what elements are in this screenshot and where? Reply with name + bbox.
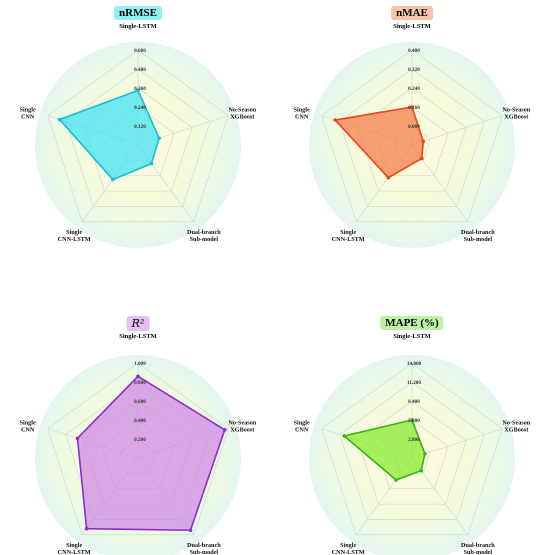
axis-label: Dual-branch	[461, 542, 495, 549]
tick-label: 0.400	[134, 418, 146, 424]
tick-label: 0.200	[134, 437, 146, 443]
data-series-area	[76, 375, 226, 532]
tick-label: 14.000	[407, 361, 422, 367]
radar-chart-3: 1.000 0.800 0.600 0.400 0.200 No-SeasonXGBoos…	[20, 355, 257, 555]
tick-label: 0.600	[134, 399, 146, 405]
axis-label-top: Single-LSTM	[393, 333, 431, 340]
tick-label: 0.800	[134, 380, 146, 386]
data-series-area	[58, 89, 160, 181]
axis-label: Single	[294, 107, 310, 114]
axis-label: Dual-branch	[187, 542, 221, 549]
grid-ring-1	[321, 362, 503, 536]
tick-label: 0.120	[134, 124, 146, 130]
data-point	[419, 156, 424, 161]
data-point	[342, 434, 347, 438]
data-point	[333, 118, 338, 122]
axis-label: Sub-model	[464, 236, 493, 243]
axis-label: No-Season	[228, 420, 256, 427]
data-point	[111, 177, 115, 182]
data-point	[410, 418, 414, 422]
tick-label: 0.240	[408, 86, 420, 92]
axis-label: Sub-model	[190, 236, 219, 243]
data-point	[222, 428, 227, 432]
data-point	[136, 374, 140, 379]
axis-label: CNN	[21, 114, 35, 121]
axis-label: XGBoost	[230, 427, 255, 434]
axis-label: Single	[66, 229, 82, 236]
grid-ring-1	[321, 49, 503, 223]
data-point	[423, 452, 427, 456]
tick-label: 0.480	[134, 67, 146, 73]
grid-ring-2	[339, 381, 485, 520]
grid-ring-2	[339, 68, 485, 207]
axis-label: Dual-branch	[461, 229, 495, 236]
axis-label: Single	[20, 420, 36, 427]
axis-label: Sub-model	[190, 549, 219, 555]
data-point	[421, 139, 426, 144]
axis-label: No-Season	[228, 107, 256, 114]
data-point	[394, 478, 398, 482]
data-point	[157, 136, 161, 140]
tick-label: 0.360	[134, 86, 146, 92]
axis-label: No-Season	[502, 420, 530, 427]
axis-label: CNN	[295, 427, 309, 434]
tick-label: 2.800	[408, 437, 420, 443]
axis-label: Single	[294, 420, 310, 427]
axis-label-top: Single-LSTM	[393, 23, 431, 30]
radar-chart-4: 14.000 11.200 8.400 5.600 2.800 No-SeasonXGBo…	[294, 355, 531, 555]
axis-label: XGBoost	[504, 427, 529, 434]
axis-label: Single	[66, 542, 82, 549]
data-point	[188, 528, 193, 533]
data-series-area	[334, 106, 425, 179]
axis-label: CNN-LSTM	[58, 236, 91, 243]
axis-label: No-Season	[502, 107, 530, 114]
tick-label: 0.080	[408, 124, 420, 130]
axis-label: CNN	[21, 427, 35, 434]
axis-label-top: Single-LSTM	[119, 23, 157, 30]
axis-label: CNN-LSTM	[332, 549, 365, 555]
grid-spoke	[411, 428, 503, 459]
axis-label: Single	[20, 107, 36, 114]
data-series-area	[343, 419, 426, 481]
tick-label: 0.240	[134, 105, 146, 111]
tick-label: 11.200	[407, 380, 421, 386]
grid-ring-1	[47, 49, 229, 223]
chart-title: nRMSE	[114, 6, 162, 20]
tick-label: 5.600	[408, 418, 420, 424]
chart-title: nMAE	[391, 6, 433, 20]
grid-ring-1	[47, 362, 229, 536]
tick-label: 0.160	[408, 105, 420, 111]
tick-label: 1.000	[134, 361, 146, 367]
axis-label: XGBoost	[504, 114, 529, 121]
axis-label: XGBoost	[230, 114, 255, 121]
radar-chart-1: 0.600 0.480 0.360 0.240 0.120 No-SeasonXGBoos…	[20, 42, 257, 248]
tick-label: 0.600	[134, 48, 146, 54]
axis-label-top: Single-LSTM	[119, 333, 157, 340]
tick-label: 0.400	[408, 48, 420, 54]
data-point	[75, 436, 80, 441]
data-point	[57, 117, 62, 122]
radar-chart-2: 0.400 0.320 0.240 0.160 0.080 No-SeasonXGBoos…	[294, 42, 531, 248]
axis-label: CNN-LSTM	[58, 549, 91, 555]
axis-label: CNN	[295, 114, 309, 121]
data-point	[386, 175, 391, 180]
axis-label: Single	[340, 229, 356, 236]
chart-title: MAPE (%)	[380, 316, 444, 330]
chart-title: R²	[126, 316, 150, 331]
tick-label: 8.400	[408, 399, 420, 405]
axis-label: Sub-model	[464, 549, 493, 555]
data-point	[149, 161, 154, 166]
tick-label: 0.320	[408, 67, 420, 73]
axis-label: CNN-LSTM	[332, 236, 365, 243]
data-point	[84, 526, 89, 531]
data-point	[410, 105, 414, 109]
data-point	[136, 88, 140, 93]
axis-label: Single	[340, 542, 356, 549]
axis-label: Dual-branch	[187, 229, 221, 236]
data-point	[419, 468, 423, 473]
grid-spoke	[411, 115, 503, 146]
